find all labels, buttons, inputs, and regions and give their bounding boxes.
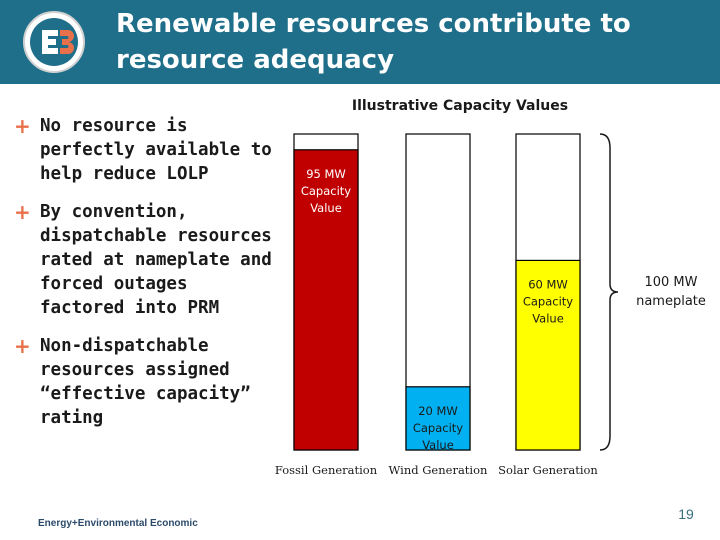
- bullet-text: By convention, dispatchable resources ra…: [40, 202, 272, 318]
- e3-logo-icon: [23, 11, 85, 73]
- category-label: Fossil Generation: [275, 463, 378, 477]
- data-label: Value: [532, 311, 564, 325]
- capacity-bar: [293, 149, 359, 451]
- bullet-list: + No resource is perfectly available to …: [14, 114, 276, 444]
- data-label: Value: [422, 438, 454, 452]
- nameplate-bracket: [599, 133, 619, 451]
- bracket-label: nameplate: [636, 294, 706, 309]
- bullet-item: + No resource is perfectly available to …: [14, 114, 276, 186]
- data-label: Capacity: [413, 421, 463, 435]
- bullet-text: No resource is perfectly available to he…: [40, 116, 272, 184]
- data-label: Value: [310, 201, 342, 215]
- data-label: Capacity: [523, 294, 573, 308]
- bracket-label: 100 MW: [644, 275, 697, 290]
- bullet-text: Non-dispatchable resources assigned “eff…: [40, 336, 251, 428]
- category-label: Solar Generation: [498, 463, 598, 477]
- title-banner: Renewable resources contribute to resour…: [0, 0, 720, 84]
- data-label: 60 MW: [528, 277, 568, 291]
- chart-title: Illustrative Capacity Values: [352, 98, 568, 114]
- plus-icon: +: [14, 334, 31, 358]
- slide-title: Renewable resources contribute to resour…: [116, 9, 631, 75]
- page-number: 19: [678, 506, 694, 522]
- bullet-item: + Non-dispatchable resources assigned “e…: [14, 334, 276, 430]
- category-label: Wind Generation: [389, 463, 489, 477]
- footer-org-text: Energy+Environmental Economics: [38, 518, 198, 529]
- capacity-chart: Illustrative Capacity Values 95 MW Capacit…: [275, 98, 706, 477]
- capacity-bar: [515, 259, 581, 451]
- plus-icon: +: [14, 114, 31, 138]
- bullet-item: + By convention, dispatchable resources …: [14, 200, 276, 320]
- data-label: 95 MW: [306, 167, 346, 181]
- footer-logo: Energy+Environmental Economics: [38, 518, 198, 529]
- data-label: Capacity: [301, 184, 351, 198]
- plus-icon: +: [14, 200, 31, 224]
- data-label: 20 MW: [418, 404, 458, 418]
- capacity-bar: [405, 386, 471, 451]
